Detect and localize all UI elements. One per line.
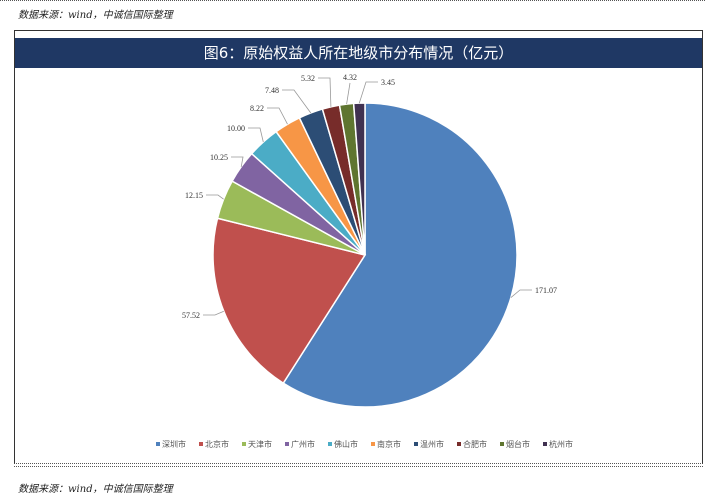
leader-line-10 <box>358 81 378 104</box>
legend-swatch-3 <box>242 442 246 446</box>
legend-item-1: 深圳市 <box>156 439 186 449</box>
legend-item-10: 杭州市 <box>543 439 573 449</box>
pie-slices <box>212 102 518 408</box>
data-label-5: 10.00 <box>227 124 245 133</box>
leader-line-1 <box>510 289 532 298</box>
data-label-3: 12.15 <box>185 191 203 200</box>
legend-label-9: 烟台市 <box>506 439 530 449</box>
leader-line-3 <box>206 194 224 200</box>
legend-item-6: 南京市 <box>371 439 401 449</box>
legend-label-8: 合肥市 <box>463 439 487 449</box>
frame-separator <box>14 466 703 467</box>
source-note-bottom: 数据来源：wind，中诚信国际整理 <box>18 484 173 495</box>
pie-slice-2 <box>212 217 367 385</box>
legend-swatch-7 <box>414 442 418 446</box>
leader-line-8 <box>318 77 332 107</box>
source-note-top: 数据来源：wind，中诚信国际整理 <box>18 10 173 21</box>
leader-lines <box>203 77 532 316</box>
legend-label-5: 佛山市 <box>334 439 358 449</box>
data-label-6: 8.22 <box>250 104 264 113</box>
leader-line-4 <box>231 156 244 167</box>
legend-swatch-4 <box>285 442 289 446</box>
legend-swatch-8 <box>457 442 461 446</box>
leader-line-9 <box>346 82 351 105</box>
legend-swatch-1 <box>156 442 160 446</box>
legend-item-2: 北京市 <box>199 439 229 449</box>
legend: 深圳市 北京市 天津市 广州市 佛山市 南京市 温州市 合肥市 烟台市 杭州市 <box>156 439 573 449</box>
data-label-9: 4.32 <box>343 73 357 82</box>
data-label-10: 3.45 <box>381 78 395 87</box>
legend-item-9: 烟台市 <box>500 439 530 449</box>
legend-label-6: 南京市 <box>377 439 401 449</box>
pie-slice-1 <box>282 102 518 408</box>
legend-label-10: 杭州市 <box>549 439 573 449</box>
data-label-1: 171.07 <box>535 286 557 295</box>
legend-label-4: 广州市 <box>291 439 315 449</box>
data-labels: 171.07 57.52 12.15 10.25 10.00 8.227.48 5.32 4.… <box>182 73 557 320</box>
chart-title: 图6：原始权益人所在地级市分布情况（亿元） <box>15 38 702 68</box>
leader-line-6 <box>267 107 288 125</box>
data-label-2: 57.52 <box>182 311 200 320</box>
legend-item-3: 天津市 <box>242 439 272 449</box>
legend-item-4: 广州市 <box>285 439 315 449</box>
leader-line-7 <box>282 89 312 114</box>
top-rule <box>0 0 705 1</box>
pie-slice-10 <box>352 102 366 256</box>
legend-swatch-5 <box>328 442 332 446</box>
legend-swatch-9 <box>500 442 504 446</box>
legend-item-7: 温州市 <box>414 439 444 449</box>
legend-swatch-10 <box>543 442 547 446</box>
leader-line-5 <box>248 127 264 143</box>
legend-item-5: 佛山市 <box>328 439 358 449</box>
legend-label-1: 深圳市 <box>162 439 186 449</box>
legend-swatch-2 <box>199 442 203 446</box>
legend-item-8: 合肥市 <box>457 439 487 449</box>
data-label-4: 10.25 <box>210 153 228 162</box>
data-label-7: 7.48 <box>265 86 279 95</box>
chart-frame <box>14 30 703 464</box>
legend-label-3: 天津市 <box>248 439 272 449</box>
legend-swatch-6 <box>371 442 375 446</box>
leader-line-2 <box>203 310 224 316</box>
legend-label-7: 温州市 <box>420 439 444 449</box>
legend-label-2: 北京市 <box>205 439 229 449</box>
data-label-8: 5.32 <box>301 74 315 83</box>
